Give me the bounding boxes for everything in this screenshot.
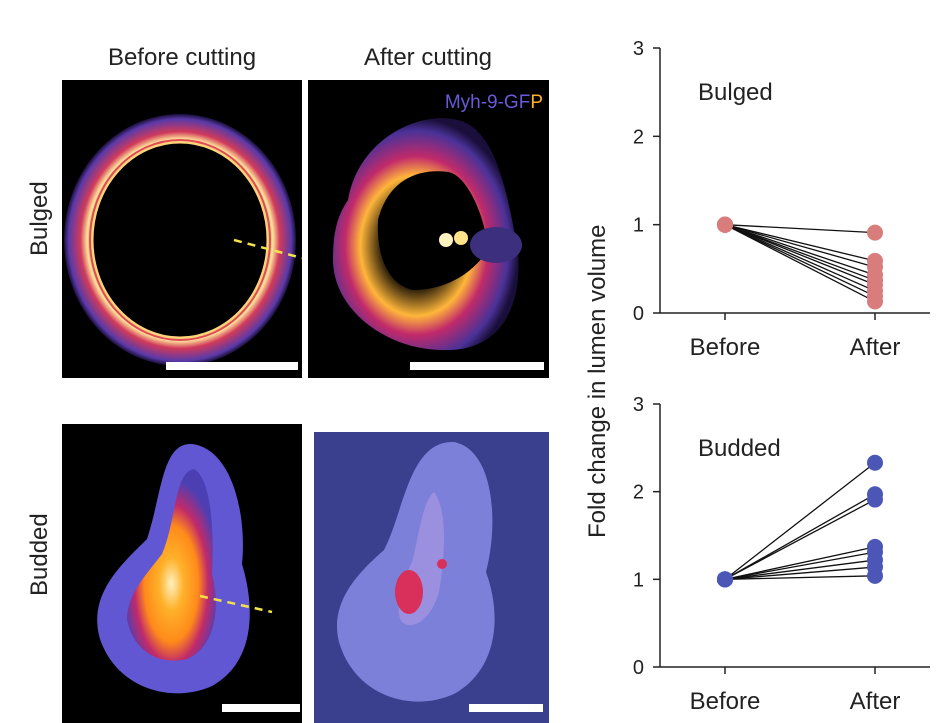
legend-prefix: Myh-9-GF <box>444 92 531 113</box>
paired-line <box>724 498 876 580</box>
chart-title: Bulged <box>698 79 773 106</box>
paired-line <box>724 224 876 286</box>
column-title-after: After cutting <box>363 44 493 71</box>
image-budded-after <box>314 432 549 723</box>
point-after <box>867 293 883 310</box>
y-tick-label: 2 <box>633 482 644 504</box>
image-bulged-before <box>62 80 302 378</box>
paired-line <box>724 462 876 580</box>
paired-line <box>724 546 876 580</box>
paired-line <box>724 566 876 580</box>
paired-line <box>724 551 876 580</box>
scale-bar <box>222 704 300 712</box>
x-tick-label: Before <box>690 688 761 715</box>
paired-line <box>724 559 876 580</box>
legend-suffix: P <box>530 92 543 113</box>
column-title-before: Before cutting <box>107 44 257 71</box>
row-label-bulged: Bulged <box>26 181 53 256</box>
paired-line <box>724 493 876 580</box>
scale-bar <box>410 362 544 370</box>
chart-budded: 0 1 2 3 Before After Budded <box>633 394 930 715</box>
x-tick-label: Before <box>690 334 761 360</box>
bulged-after-micrograph <box>333 118 522 351</box>
bulged-before-micrograph <box>64 114 302 366</box>
chart-bulged: 0 1 2 3 Before After Bulged <box>633 38 930 360</box>
y-tick-label: 1 <box>633 569 644 591</box>
point-before <box>717 571 733 588</box>
paired-line <box>724 224 876 268</box>
scale-bar <box>469 704 543 712</box>
x-tick-label: After <box>850 334 901 360</box>
chart-title: Budded <box>698 435 781 462</box>
y-axis-label: Fold change in lumen volume <box>584 224 611 538</box>
paired-line <box>724 224 876 297</box>
point-after <box>867 454 883 471</box>
image-bulged-after: Myh-9-GFP <box>308 80 549 378</box>
paired-line <box>724 224 876 303</box>
y-tick-label: 3 <box>633 38 644 60</box>
budded-after-micrograph <box>337 441 495 702</box>
y-tick-label: 2 <box>633 126 644 148</box>
paired-line <box>724 224 876 234</box>
y-tick-label: 1 <box>633 215 644 237</box>
budded-before-micrograph <box>97 443 273 694</box>
point-after <box>867 491 883 508</box>
paired-line <box>724 224 876 276</box>
y-tick-label: 3 <box>633 394 644 416</box>
paired-line <box>724 224 876 262</box>
point-after <box>867 567 883 584</box>
point-before <box>717 216 733 233</box>
legend-myh9-gfp: Myh-9-GFP <box>445 92 543 114</box>
scale-bar <box>166 362 298 370</box>
image-budded-before <box>62 424 302 723</box>
y-tick-label: 0 <box>633 657 644 679</box>
point-after <box>867 224 883 241</box>
row-label-budded: Budded <box>26 513 53 596</box>
paired-line <box>724 575 876 580</box>
x-tick-label: After <box>850 688 901 715</box>
y-tick-label: 0 <box>633 303 644 325</box>
paired-line <box>724 224 876 281</box>
paired-line <box>724 224 876 292</box>
